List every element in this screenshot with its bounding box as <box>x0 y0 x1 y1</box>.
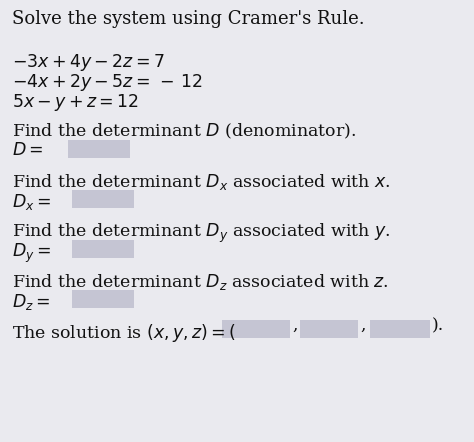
Text: ,: , <box>360 317 365 334</box>
Text: $5x - y + z = 12$: $5x - y + z = 12$ <box>12 92 139 113</box>
Text: ).: ). <box>432 317 444 334</box>
Text: Solve the system using Cramer's Rule.: Solve the system using Cramer's Rule. <box>12 10 365 28</box>
Bar <box>300 320 358 338</box>
Text: $D_z =$: $D_z =$ <box>12 292 50 312</box>
Bar <box>222 320 290 338</box>
Bar <box>72 290 134 308</box>
Text: Find the determinant $D$ (denominator).: Find the determinant $D$ (denominator). <box>12 122 356 141</box>
Text: $-3x + 4y - 2z = 7$: $-3x + 4y - 2z = 7$ <box>12 52 165 73</box>
Text: Find the determinant $D_x$ associated with $x$.: Find the determinant $D_x$ associated wi… <box>12 172 391 192</box>
Bar <box>72 240 134 258</box>
Text: $D_y =$: $D_y =$ <box>12 242 51 265</box>
Text: ,: , <box>292 317 298 334</box>
Text: Find the determinant $D_z$ associated with $z$.: Find the determinant $D_z$ associated wi… <box>12 272 389 292</box>
Text: Find the determinant $D_y$ associated with $y$.: Find the determinant $D_y$ associated wi… <box>12 222 391 245</box>
Bar <box>370 320 430 338</box>
Text: $-4x + 2y - 5z = \,-\, 12$: $-4x + 2y - 5z = \,-\, 12$ <box>12 72 203 93</box>
Text: The solution is $(x, y, z) = ($: The solution is $(x, y, z) = ($ <box>12 322 236 344</box>
Bar <box>72 190 134 208</box>
Text: $D_x =$: $D_x =$ <box>12 192 51 212</box>
Text: $D =$: $D =$ <box>12 142 44 159</box>
Bar <box>68 140 130 158</box>
